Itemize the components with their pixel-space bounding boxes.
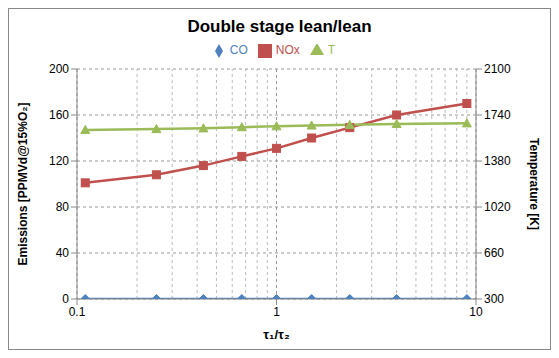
svg-text:τ₁/τ₂: τ₁/τ₂ (263, 327, 290, 342)
svg-text:200: 200 (49, 62, 69, 76)
svg-text:1740: 1740 (484, 108, 511, 122)
svg-text:Temperature [K]: Temperature [K] (527, 138, 541, 230)
svg-text:2100: 2100 (484, 62, 511, 76)
svg-text:80: 80 (56, 200, 70, 214)
svg-text:Emissions [PPMVd@15%O₂]: Emissions [PPMVd@15%O₂] (16, 102, 30, 265)
svg-text:300: 300 (484, 292, 504, 306)
svg-text:120: 120 (49, 154, 69, 168)
svg-text:660: 660 (484, 246, 504, 260)
svg-text:160: 160 (49, 108, 69, 122)
svg-text:0.1: 0.1 (69, 305, 86, 319)
svg-text:1: 1 (273, 305, 280, 319)
html-text:T: T (327, 43, 336, 57)
html-text:CO: CO (229, 43, 248, 57)
html-text:NOx: NOx (275, 43, 300, 57)
svg-text:40: 40 (56, 246, 70, 260)
svg-text:1020: 1020 (484, 200, 511, 214)
html-text:Double stage lean/lean: Double stage lean/lean (187, 17, 372, 36)
svg-text:10: 10 (469, 305, 483, 319)
svg-text:1380: 1380 (484, 154, 511, 168)
svg-text:0: 0 (62, 292, 69, 306)
